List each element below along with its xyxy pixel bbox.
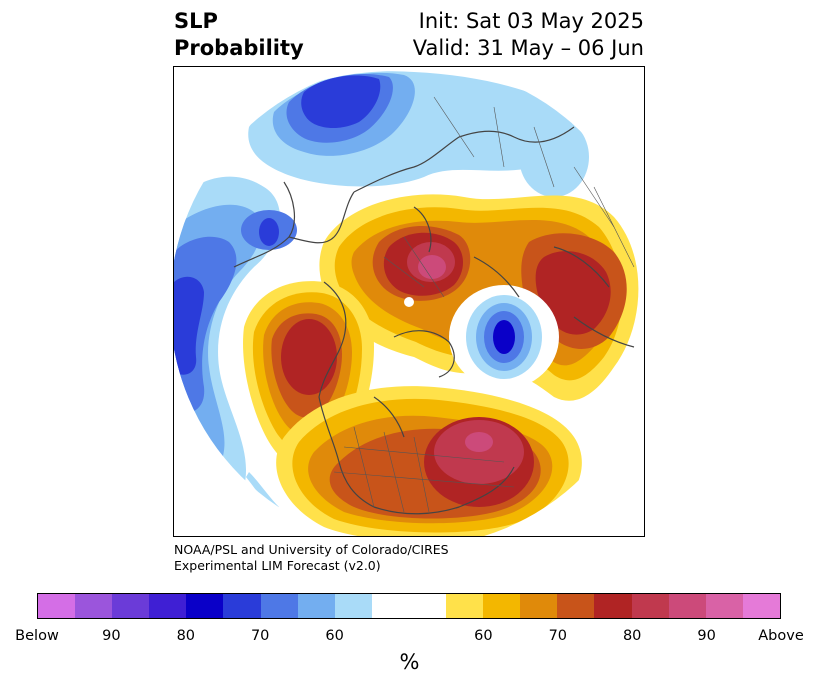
colorbar-segment xyxy=(668,594,706,618)
colorbar-tick-label: Below xyxy=(15,628,59,644)
pacific-below-dark xyxy=(174,276,204,375)
colorbar-unit: % xyxy=(399,650,420,674)
title-left: SLP Probability xyxy=(174,8,304,62)
na-above-pink xyxy=(465,432,493,452)
colorbar-segment xyxy=(149,594,187,618)
pole-marker xyxy=(404,297,414,307)
title-right: Init: Sat 03 May 2025 Valid: 31 May – 06… xyxy=(413,8,644,62)
barents-below-deep xyxy=(493,320,515,354)
coastlines xyxy=(233,126,635,515)
pacific-spot-inner xyxy=(259,218,279,246)
colorbar-tick-label: 60 xyxy=(474,628,493,644)
colorbar-tick-label: 90 xyxy=(102,628,121,644)
colorbar-segment xyxy=(520,594,558,618)
colorbar-segment xyxy=(75,594,113,618)
colorbar-segment xyxy=(297,594,335,618)
map-panel xyxy=(173,66,645,537)
europe-below-dark xyxy=(301,75,381,129)
credit-line-1: NOAA/PSL and University of Colorado/CIRE… xyxy=(174,542,449,557)
credit: NOAA/PSL and University of Colorado/CIRE… xyxy=(174,542,449,574)
scandinavia-above-red xyxy=(535,251,611,335)
colorbar-tick-label: 60 xyxy=(325,628,344,644)
colorbar-segment xyxy=(705,594,743,618)
colorbar-segment xyxy=(742,594,780,618)
colorbar-tick-label: 80 xyxy=(622,628,642,644)
colorbar-tick-label: 90 xyxy=(697,628,716,644)
colorbar-tick-label: 80 xyxy=(176,628,196,644)
valid-range: Valid: 31 May – 06 Jun xyxy=(412,36,644,60)
europe-right-light xyxy=(519,117,589,197)
colorbar-ticks: Below 90 80 70 60 60 70 80 90 Above xyxy=(0,628,819,648)
colorbar-segment xyxy=(112,594,150,618)
polar-map xyxy=(174,67,644,536)
colorbar-segment xyxy=(446,594,484,618)
colorbar-segment xyxy=(631,594,669,618)
colorbar-segment xyxy=(38,594,76,618)
title-variable: SLP xyxy=(174,9,218,33)
colorbar-segment xyxy=(186,594,224,618)
credit-line-2: Experimental LIM Forecast (v2.0) xyxy=(174,558,381,573)
probability-field xyxy=(174,67,644,536)
colorbar-segment xyxy=(557,594,595,618)
arctic-above-pink xyxy=(418,255,446,279)
colorbar-segment xyxy=(334,594,372,618)
colorbar-segment xyxy=(483,594,521,618)
political-borders xyxy=(333,96,635,513)
colorbar xyxy=(37,593,781,619)
colorbar-tick-label: 70 xyxy=(250,628,270,644)
colorbar-tick-label: Above xyxy=(758,628,804,644)
title-product: Probability xyxy=(174,36,304,60)
init-date: Init: Sat 03 May 2025 xyxy=(418,9,644,33)
alaska-above-red xyxy=(281,319,337,395)
colorbar-segment xyxy=(260,594,298,618)
colorbar-segment xyxy=(371,594,447,618)
colorbar-segment xyxy=(223,594,261,618)
colorbar-segment xyxy=(594,594,632,618)
colorbar-tick-label: 70 xyxy=(548,628,568,644)
